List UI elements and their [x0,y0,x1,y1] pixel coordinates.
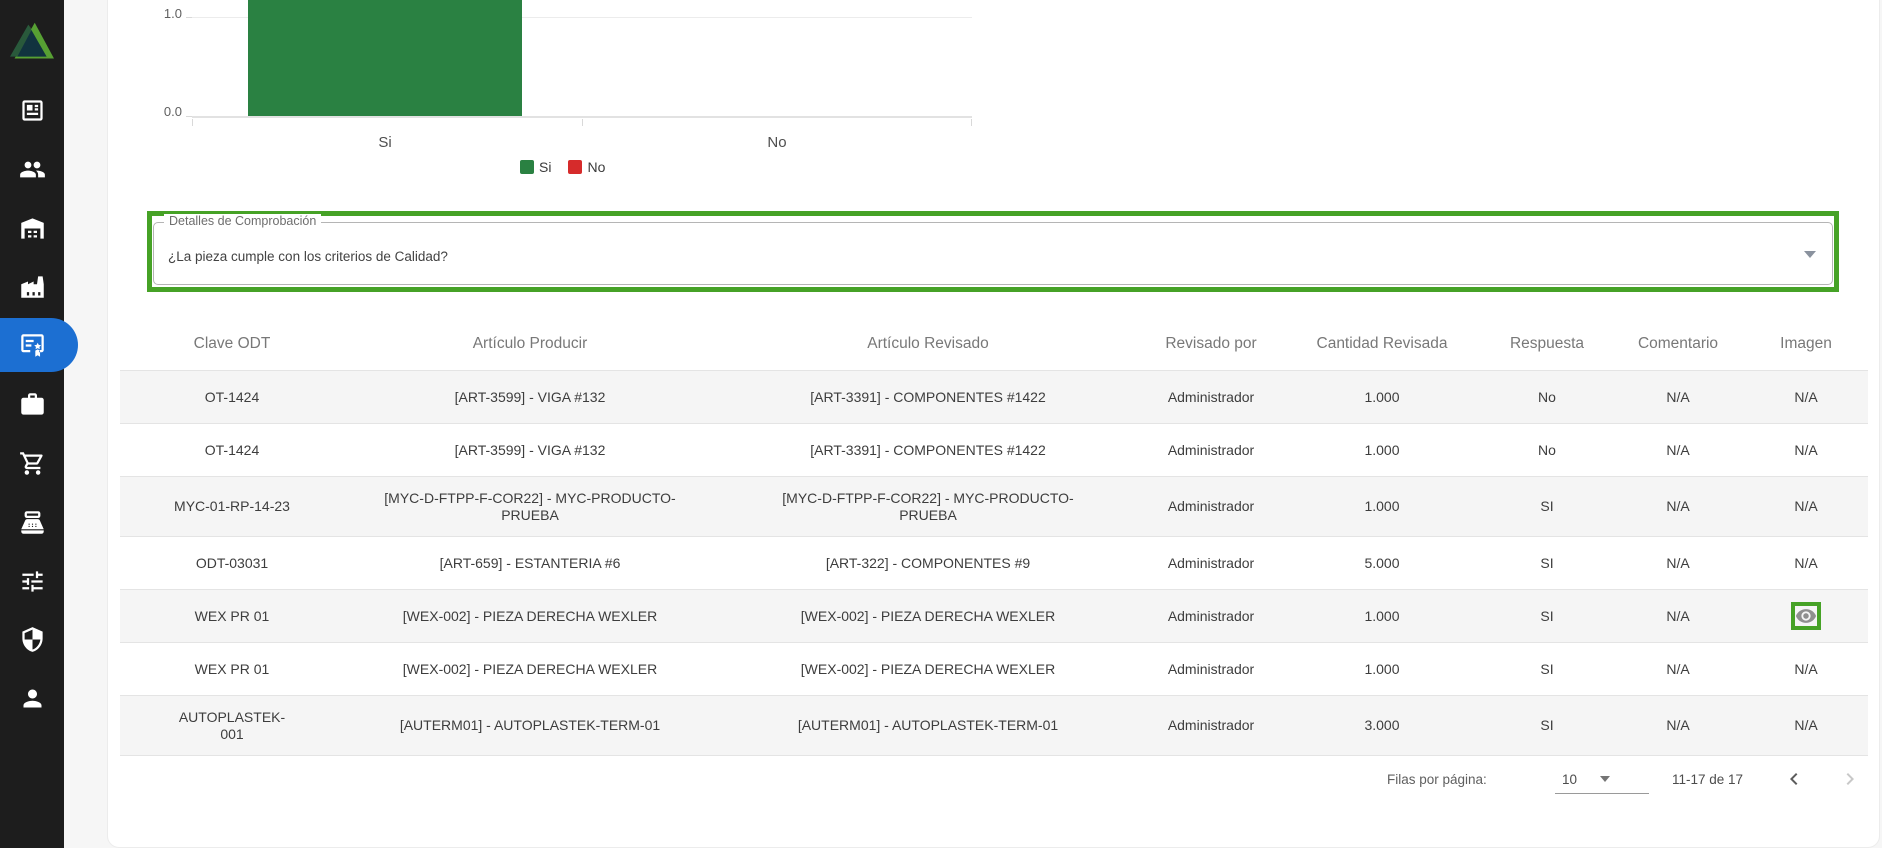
col-header-articulo-revisado: Artículo Revisado [867,335,989,352]
table-row: WEX PR 01 [WEX-002] - PIEZA DERECHA WEXL… [120,589,1868,643]
y-tick-mark [186,116,194,117]
question-select[interactable] [162,235,1824,278]
chevron-down-icon [1804,251,1816,258]
sidebar-item-people[interactable] [0,140,64,198]
next-page-button-disabled [1836,765,1864,793]
y-tick-label: 0.0 [163,104,182,119]
details-fieldset: Detalles de Comprobación ¿La pieza cumpl… [153,214,1833,285]
triangle-mountain-logo [10,22,54,59]
previous-page-button[interactable] [1780,765,1808,793]
chevron-down-icon [1600,776,1610,782]
legend-swatch-no[interactable] [568,160,583,174]
sidebar-item-profile[interactable] [0,669,64,727]
sidebar-item-warehouse[interactable] [0,199,64,257]
newspaper-icon [21,99,43,121]
cash-register-icon [20,510,44,534]
factory-icon [20,275,44,298]
sidebar [0,0,78,848]
people-icon [19,161,45,177]
sidebar-item-briefcase[interactable] [0,375,64,433]
content-card [107,0,1880,848]
app-logo[interactable] [10,20,54,64]
rows-per-page-value: 10 [1562,772,1578,787]
y-tick-mark [186,17,194,18]
x-tick-mark [971,119,972,126]
certificate-icon [20,333,44,357]
sidebar-item-quality[interactable] [0,316,64,374]
sidebar-item-factory[interactable] [0,257,64,315]
x-tick-mark [192,119,193,126]
sidebar-item-newspaper[interactable] [0,81,64,139]
rows-per-page-label: Filas por página: [1387,772,1487,787]
rows-per-page-select[interactable]: 10 [1555,763,1649,794]
gridline [192,17,972,18]
chevron-left-icon [1790,773,1798,785]
table-row: ODT-03031 [ART-659] - ESTANTERIA #6 [ART… [120,536,1868,590]
legend-label-si[interactable]: Si [539,159,552,175]
table-header-row: Clave ODT Artículo Producir Artículo Rev… [120,318,1868,371]
fieldset-legend: Detalles de Comprobación [164,214,322,228]
col-header-clave-odt: Clave ODT [193,335,271,352]
warehouse-icon [20,217,44,239]
tune-sliders-icon [21,570,43,592]
question-select-value: ¿La pieza cumple con los criterios de Ca… [168,249,448,264]
col-header-comentario: Comentario [1637,335,1719,352]
table-row: OT-1424 [ART-3599] - VIGA #132 [ART-3391… [120,423,1868,477]
x-category-label: No [767,134,787,151]
x-category-label: Si [378,134,392,151]
col-header-respuesta: Respuesta [1509,335,1585,352]
sidebar-item-cash-register[interactable] [0,493,64,551]
shield-icon [21,626,43,652]
sidebar-item-shopping-cart[interactable] [0,434,64,492]
col-header-imagen: Imagen [1780,335,1832,352]
eye-icon [1795,609,1817,623]
table-pagination: Filas por página: 10 11-17 de 17 [1380,763,1866,797]
y-tick-label: 1.0 [163,6,182,21]
legend-swatch-si[interactable] [520,160,534,174]
col-header-cantidad-revisada: Cantidad Revisada [1316,335,1448,352]
col-header-articulo-producir: Artículo Producir [472,335,588,352]
x-axis-line [192,116,972,118]
table-row: OT-1424 [ART-3599] - VIGA #132 [ART-3391… [120,370,1868,424]
revisions-table: Clave ODT Artículo Producir Artículo Rev… [120,318,1868,756]
sidebar-item-security[interactable] [0,610,64,668]
x-tick-mark [582,119,583,126]
chevron-right-icon [1846,773,1854,785]
sidebar-item-settings[interactable] [0,552,64,610]
table-row: MYC-01-RP-14-23 [MYC-D-FTPP-F-COR22] - M… [120,476,1868,537]
person-icon [23,689,41,707]
chart-legend: Si No [520,159,605,175]
view-image-button-annotated[interactable] [1791,602,1821,630]
table-row: AUTOPLASTEK-001 [AUTERM01] - AUTOPLASTEK… [120,695,1868,756]
briefcase-icon [20,392,44,415]
table-row: WEX PR 01 [WEX-002] - PIEZA DERECHA WEXL… [120,642,1868,696]
col-header-revisado-por: Revisado por [1165,335,1257,352]
bar-si [248,0,522,116]
legend-label-no[interactable]: No [587,159,606,175]
shopping-cart-icon [19,451,43,475]
pagination-range-label: 11-17 de 17 [1672,772,1744,787]
annotation-box-details [147,211,1839,292]
